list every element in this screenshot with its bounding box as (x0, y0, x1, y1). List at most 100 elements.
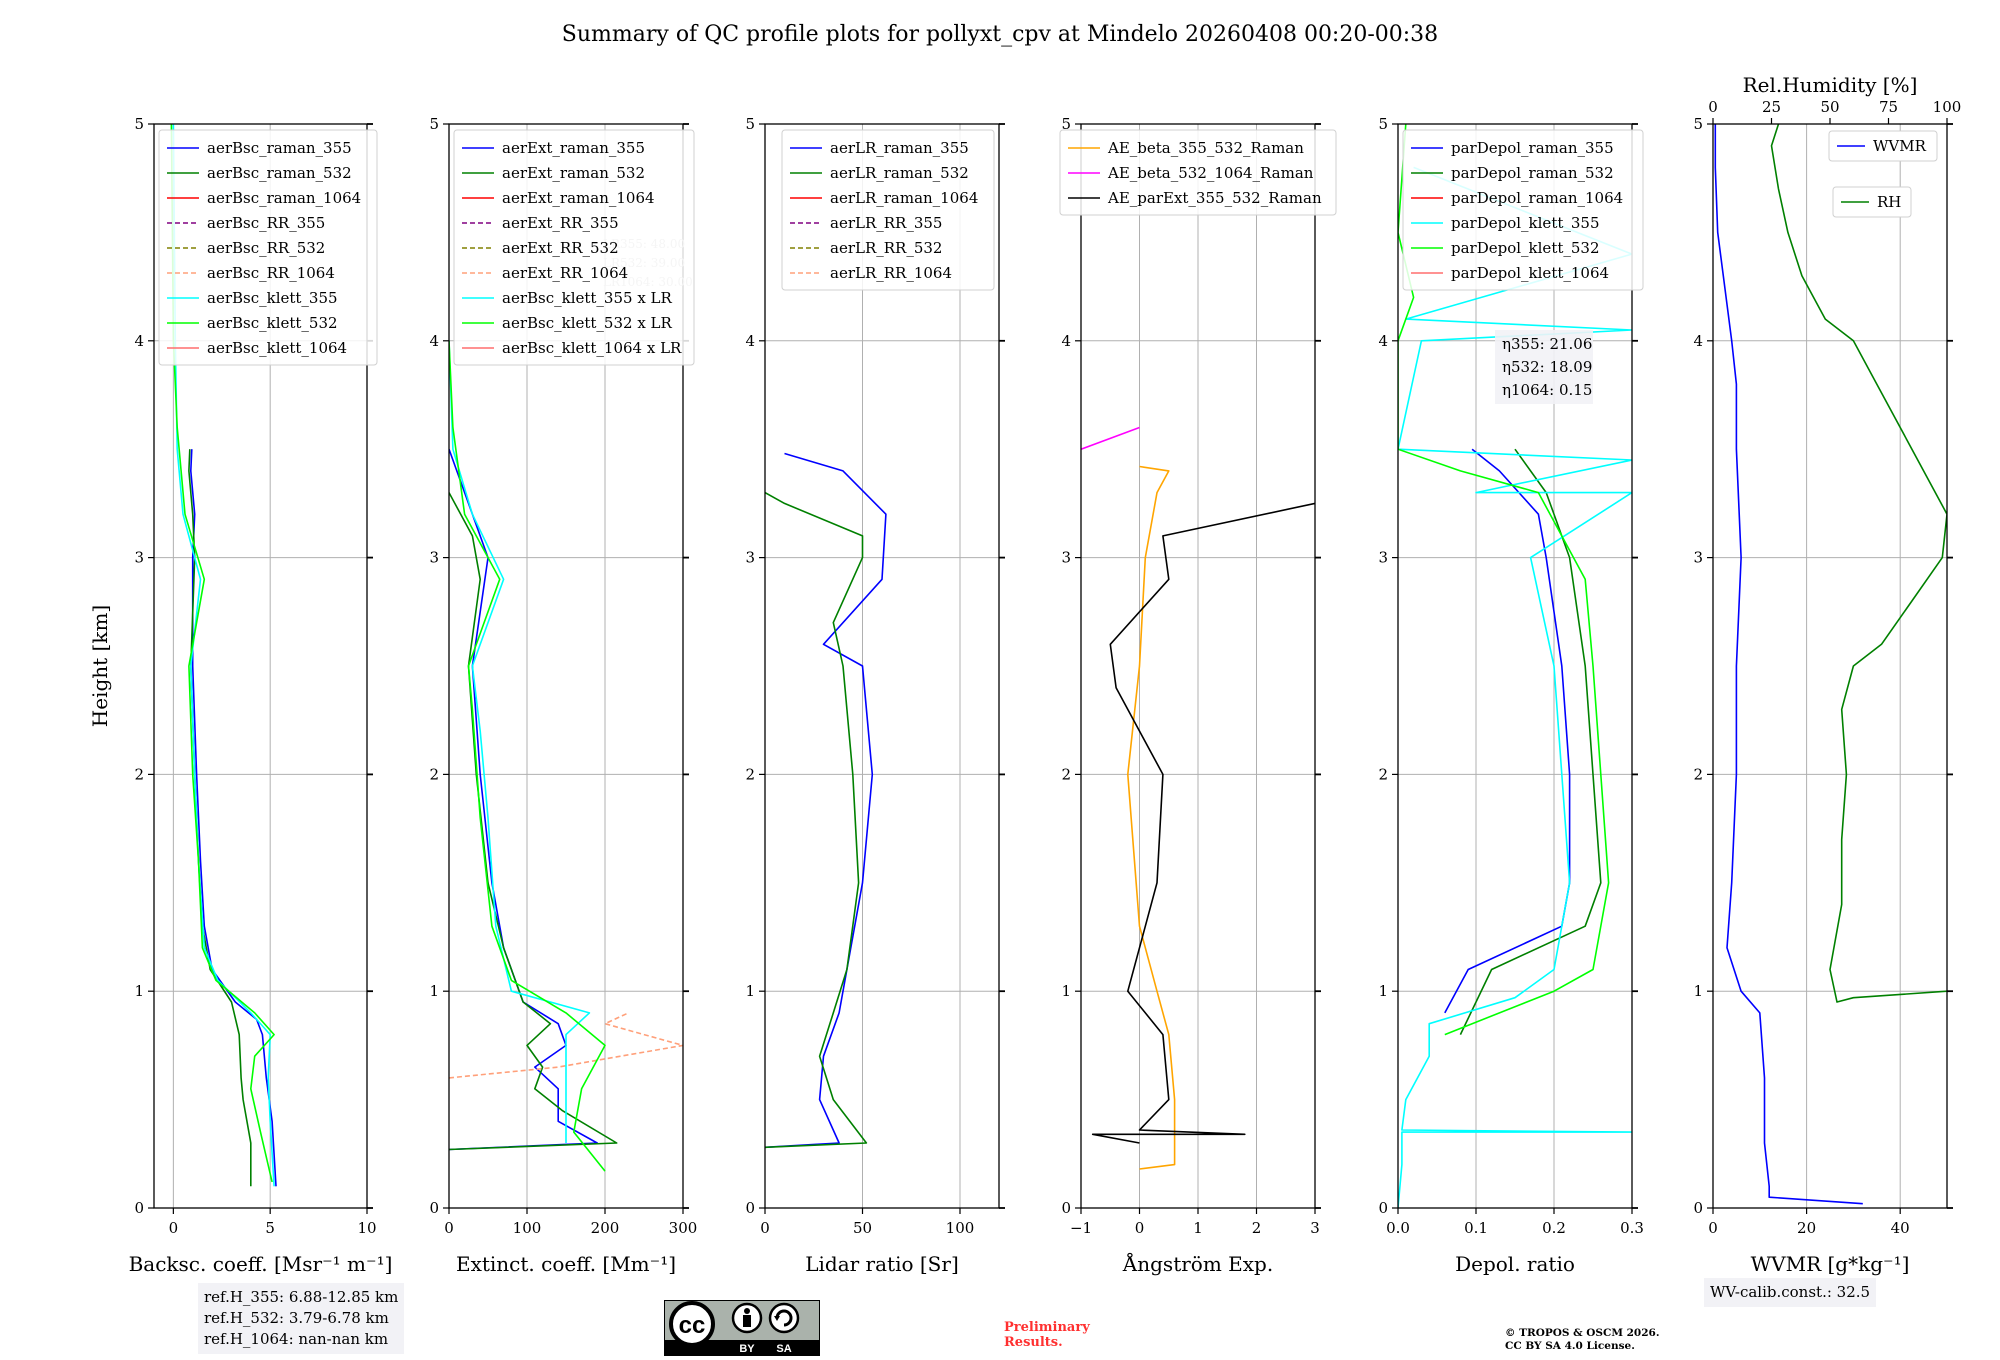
ref-h-532: ref.H_532: 3.79-6.78 km (204, 1309, 389, 1327)
y-tick-label: 4 (429, 332, 439, 350)
series-line-ae-beta-355-532-raman (1127, 465, 1176, 1170)
y-tick-label: 2 (429, 765, 439, 783)
wv-calib-const: WV-calib.const.: 32.5 (1710, 1283, 1871, 1301)
x2-tick-label: 50 (1820, 98, 1839, 116)
x-axis-label: Extinct. coeff. [Mm⁻¹] (456, 1252, 676, 1276)
svg-text:cc: cc (679, 1312, 706, 1339)
x-tick-label: 1 (1193, 1219, 1203, 1237)
x-tick-label: −1 (1070, 1219, 1092, 1237)
y-tick-label: 5 (1693, 115, 1703, 133)
x-axis-label: Ångström Exp. (1122, 1251, 1273, 1276)
wv-calib-box: WV-calib.const.: 32.5 (1704, 1278, 1877, 1307)
panel-depolarization: 0.0 0.1 0.2 0.3 0 1 2 3 4 5 Depol. ratio η355: 21.0… (1378, 115, 1643, 1276)
x-tick-label: 50 (853, 1219, 872, 1237)
legend-label: aerBsc_klett_355 (207, 289, 338, 307)
x-axis-label: Lidar ratio [Sr] (805, 1252, 959, 1276)
x-tick-label: 0.1 (1464, 1219, 1488, 1237)
series-group (1714, 124, 1947, 1205)
panel-backscatter: 0 5 10 0 1 2 3 4 5 Backsc. coeff. [Msr⁻¹ m⁻¹] Heig… (88, 115, 392, 1276)
y-tick-label: 0 (134, 1199, 144, 1217)
y-tick-label: 3 (1693, 549, 1703, 567)
x-tick-label: 0 (444, 1219, 454, 1237)
legend-label: aerExt_raman_1064 (502, 189, 655, 207)
y-tick-label: 5 (745, 115, 755, 133)
legend-box (781, 129, 995, 291)
y-tick-label: 0 (429, 1199, 439, 1217)
y-tick-label: 1 (134, 982, 144, 1000)
series-line-aerext-raman-532 (449, 492, 618, 1151)
legend-label: aerExt_raman_355 (502, 139, 645, 157)
x-tick-label: 100 (946, 1219, 975, 1237)
series-line-pardepol-raman-355 (1444, 448, 1571, 1014)
x-axis-label: Backsc. coeff. [Msr⁻¹ m⁻¹] (129, 1252, 393, 1276)
legend-label: AE_beta_355_532_Raman (1107, 139, 1304, 157)
axes-frame (764, 123, 1000, 1209)
preliminary-results-note: Preliminary Results. (1004, 1320, 1090, 1350)
y-tick-label: 2 (1693, 765, 1703, 783)
copyright-line-2: CC BY SA 4.0 License. (1505, 1340, 1635, 1352)
legend-label: aerExt_raman_532 (502, 164, 645, 182)
y-tick-label: 4 (1378, 332, 1388, 350)
x2-tick-label: 100 (1933, 98, 1962, 116)
legend-label: aerLR_raman_532 (830, 164, 969, 182)
series-line-aerext-raman-355 (449, 448, 599, 1151)
series-line-rh (1770, 124, 1947, 1003)
series-line-aerbsc-klett-355-x-lr (449, 340, 591, 1143)
figure-title: Summary of QC profile plots for pollyxt_… (561, 22, 1439, 47)
y-tick-label: 5 (429, 115, 439, 133)
y-tick-label: 5 (134, 115, 144, 133)
legend-label: aerBsc_RR_355 (207, 214, 325, 232)
x-tick-label: 0.2 (1542, 1219, 1566, 1237)
ref-h-355: ref.H_355: 6.88-12.85 km (204, 1288, 399, 1306)
y-tick-label: 0 (745, 1199, 755, 1217)
legend-label: parDepol_raman_355 (1451, 139, 1614, 157)
y-tick-label: 4 (1061, 332, 1071, 350)
y-tick-label: 3 (1061, 549, 1071, 567)
legend-label: aerBsc_klett_1064 x LR (502, 339, 682, 357)
legend-label: aerBsc_klett_532 (207, 314, 338, 332)
legend-label: aerBsc_raman_532 (207, 164, 352, 182)
x-tick-label: 0 (169, 1219, 179, 1237)
series-line-aerbsc-klett-532 (170, 124, 275, 1183)
legend-label: aerExt_RR_355 (502, 214, 619, 232)
x-tick-label: 2 (1252, 1219, 1262, 1237)
axes-frame (1397, 123, 1633, 1209)
axes-frame (1712, 123, 1948, 1209)
x-tick-label: 5 (265, 1219, 275, 1237)
panel-angstrom: −1 0 1 2 3 0 1 2 3 4 5 Ångström Exp. AE_beta_355_532… (1059, 115, 1337, 1276)
y-tick-label: 5 (1061, 115, 1071, 133)
legend-label: aerBsc_raman_355 (207, 139, 352, 157)
legend-box (453, 129, 695, 366)
series-group (449, 340, 683, 1172)
series-line-ae-beta-532-1064-raman (1081, 426, 1140, 450)
x2-axis-label: Rel.Humidity [%] (1743, 73, 1918, 97)
y-tick-label: 4 (134, 332, 144, 350)
legend-label: aerExt_RR_532 (502, 239, 619, 257)
series-line-pardepol-klett-532 (1398, 124, 1610, 1036)
series-line-ae-parext-355-532-raman (1091, 502, 1315, 1144)
ref-height-box: ref.H_355: 6.88-12.85 km ref.H_532: 3.79… (198, 1283, 405, 1354)
copyright-line-1: © TROPOS & OSCM 2026. (1505, 1327, 1660, 1339)
y-tick-label: 0 (1061, 1199, 1071, 1217)
eta-box (1495, 330, 1593, 404)
y-tick-label: 2 (134, 765, 144, 783)
series-line-aerlr-raman-355 (765, 452, 887, 1149)
cc-by-label: BY (739, 1343, 755, 1355)
axes-frame (153, 123, 368, 1209)
cc-by-sa-logo: cc BY SA (664, 1300, 820, 1356)
y-tick-label: 1 (429, 982, 439, 1000)
ref-h-1064: ref.H_1064: nan-nan km (204, 1330, 389, 1348)
legend-label: aerBsc_RR_1064 (207, 264, 335, 282)
y-tick-label: 2 (1061, 765, 1071, 783)
legend-label: parDepol_klett_1064 (1451, 264, 1609, 282)
x-axis-label: WVMR [g*kg⁻¹] (1751, 1252, 1910, 1276)
y-tick-label: 3 (745, 549, 755, 567)
x-axis-label: Depol. ratio (1455, 1252, 1575, 1276)
legend-label: aerLR_RR_532 (830, 239, 942, 257)
x2-tick-label: 75 (1879, 98, 1898, 116)
series-line-aerbsc-raman-355 (190, 449, 277, 1187)
x-tick-label: 200 (591, 1219, 620, 1237)
y-tick-label: 5 (1378, 115, 1388, 133)
legend-label: parDepol_raman_532 (1451, 164, 1614, 182)
